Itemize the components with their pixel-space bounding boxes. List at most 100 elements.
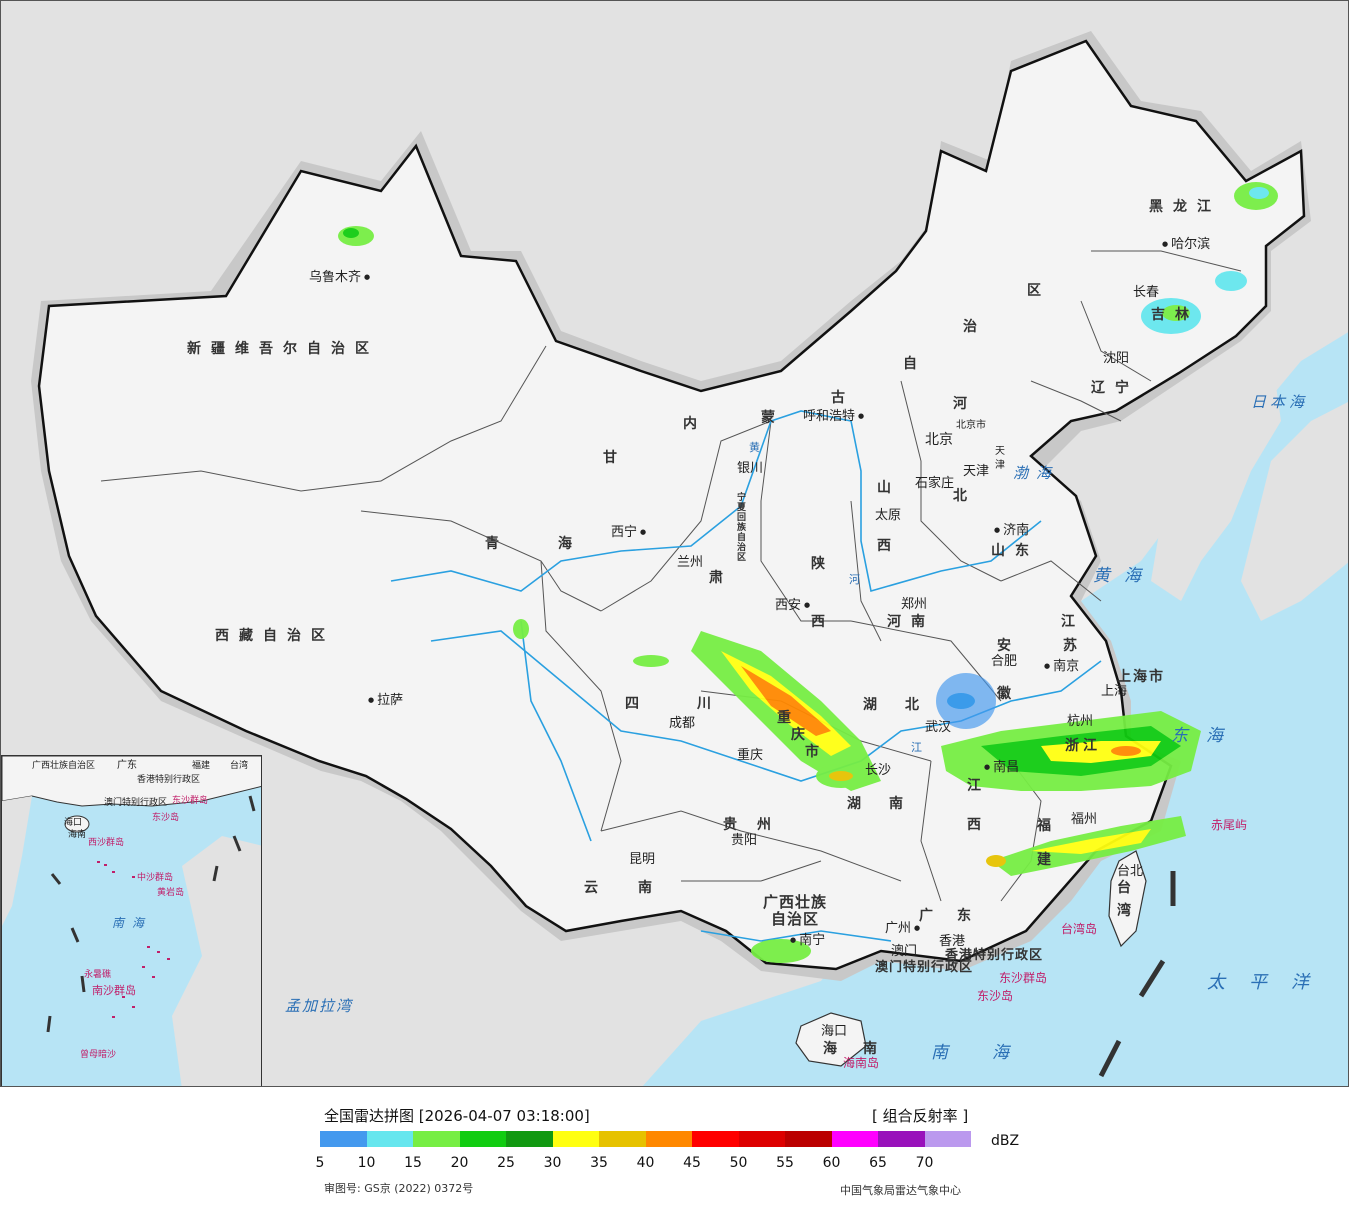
label-ningxia: 宁夏回族自治区 — [737, 493, 747, 563]
city-yinchuan: 银川 — [737, 461, 764, 476]
label-macao-sar: 澳门特别行政区 — [875, 960, 974, 975]
color-bar-segment — [645, 1131, 692, 1147]
city-chengdu: 成都 — [669, 716, 696, 731]
label-hebei-2: 北 — [953, 488, 977, 504]
city-nanchang: 南昌 — [981, 761, 1019, 776]
producer-credit: 中国气象局雷达气象中心 — [840, 1184, 961, 1197]
inset-label-xisha: 西沙群岛 — [88, 838, 125, 848]
legend-unit: dBZ — [991, 1133, 1020, 1149]
city-beijing: 北京 — [925, 432, 953, 448]
city-changsha: 长沙 — [865, 763, 892, 778]
label-hubei-2: 北 — [905, 697, 929, 713]
label-guangdong: 广东 — [919, 908, 995, 924]
city-taiyuan: 太原 — [875, 508, 902, 523]
color-bar-segment — [413, 1131, 460, 1147]
map-approval-number: 审图号: GS京 (2022) 0372号 — [324, 1182, 474, 1195]
city-harbin: 哈尔滨 — [1159, 238, 1210, 253]
city-chongqing: 重庆 — [737, 748, 764, 763]
inset-label-hk: 香港特别行政区 — [137, 775, 201, 785]
label-fujian-1: 福 — [1037, 818, 1061, 834]
sea-pacific: 太平洋 — [1207, 972, 1333, 993]
label-yunnan: 云南 — [584, 880, 692, 896]
label-chongqing-2: 庆 — [791, 727, 815, 743]
label-zhejiang: 浙江 — [1065, 738, 1101, 754]
inset-label-hainan: 海南 — [68, 830, 87, 840]
city-nanning: 南宁 — [787, 934, 825, 949]
island-chiwei: 赤尾屿 — [1211, 818, 1248, 832]
label-sichuan-2: 川 — [697, 696, 721, 712]
city-hongkong: 香港 — [939, 934, 966, 949]
label-neimeng-4: 自 — [903, 356, 927, 372]
sea-bohai: 渤海 — [1013, 464, 1060, 482]
label-jiangxi-2: 西 — [967, 817, 991, 833]
label-neimeng-1: 内 — [683, 416, 707, 432]
city-hefei: 合肥 — [991, 654, 1018, 669]
color-bar-tick-label: 30 — [543, 1155, 562, 1171]
label-gansu: 甘 — [603, 450, 627, 466]
label-tianjin-municipality: 天津 — [995, 446, 1005, 471]
color-bar-tick-label: 5 — [315, 1155, 325, 1171]
color-bar-tick-label: 35 — [590, 1155, 608, 1171]
city-macao: 澳门 — [891, 944, 918, 959]
city-lhasa: 拉萨 — [365, 694, 403, 709]
color-bar-segment — [878, 1131, 925, 1147]
color-bar-segment — [924, 1131, 971, 1147]
island-dongsha: 东沙岛 — [977, 989, 1014, 1003]
legend-title: 全国雷达拼图 [2026-04-07 03:18:00] — [324, 1107, 590, 1125]
city-shijiazhuang: 石家庄 — [915, 476, 955, 491]
label-taiwan-2: 湾 — [1117, 903, 1141, 919]
city-haikou: 海口 — [821, 1024, 848, 1039]
color-bar-tick-label: 20 — [450, 1155, 469, 1171]
south-china-sea-inset[interactable]: 广西壮族自治区 广东 福建 台湾 香港特别行政区 澳门特别行政区 东沙群岛 东沙… — [1, 755, 262, 1086]
label-heilongjiang: 黑龙江 — [1149, 199, 1221, 215]
legend-product: [ 组合反射率 ] — [872, 1107, 969, 1125]
label-neimeng-5: 治 — [963, 319, 987, 335]
city-xian: 西安 — [775, 599, 813, 614]
label-shanxi-1: 山 — [877, 480, 901, 496]
label-sichuan-1: 四 — [625, 696, 649, 712]
inset-label-haikou: 海口 — [64, 818, 83, 828]
label-hainan-2: 南 — [863, 1041, 887, 1057]
inset-label-guangdong: 广东 — [117, 760, 137, 771]
legend-panel — [0, 1087, 1349, 1208]
inset-label-zhongsha: 中沙群岛 — [137, 873, 174, 883]
inset-label-dongsha-group: 东沙群岛 — [172, 796, 209, 806]
city-jinan: 济南 — [991, 524, 1029, 539]
color-bar-tick-label: 70 — [915, 1155, 934, 1171]
label-taiwan-1: 台 — [1117, 880, 1141, 896]
color-bar-segment — [831, 1131, 878, 1147]
label-liaoning: 辽宁 — [1091, 380, 1139, 396]
label-neimeng-6: 区 — [1027, 283, 1051, 299]
city-fuzhou: 福州 — [1071, 812, 1098, 827]
city-taipei: 台北 — [1117, 864, 1144, 879]
color-bar-segment — [552, 1131, 599, 1147]
map-canvas — [1, 1, 1348, 1086]
inset-label-nansha: 南沙群岛 — [92, 984, 136, 997]
label-anhui-1: 安 — [997, 638, 1021, 654]
river-huang-2: 河 — [849, 573, 860, 586]
color-bar-segment — [738, 1131, 785, 1147]
city-kunming: 昆明 — [629, 852, 656, 867]
city-guiyang: 贵阳 — [731, 833, 758, 848]
city-zhengzhou: 郑州 — [901, 597, 928, 612]
inset-label-huangyan: 黄岩岛 — [157, 888, 185, 898]
city-urumqi: 乌鲁木齐 — [309, 271, 373, 286]
city-shenyang: 沈阳 — [1103, 351, 1130, 366]
label-shaanxi-2: 西 — [811, 614, 835, 630]
label-henan: 河南 — [887, 614, 935, 630]
label-gansu-2: 肃 — [709, 570, 733, 586]
river-jiang: 江 — [911, 741, 922, 754]
label-hunan-2: 南 — [889, 796, 913, 812]
sea-east: 东海 — [1171, 726, 1241, 746]
label-neimeng-3: 古 — [831, 390, 855, 406]
label-jiangsu-2: 苏 — [1063, 638, 1087, 654]
label-guizhou: 贵州 — [723, 817, 791, 833]
radar-echoes — [338, 182, 1278, 963]
label-hebei-1: 河 — [953, 396, 977, 412]
label-anhui-2: 徽 — [997, 686, 1021, 702]
radar-map[interactable]: 新疆维吾尔自治区 西藏自治区 青 海 甘 肃 内 蒙 古 自 治 区 黑龙江 吉… — [0, 0, 1349, 1087]
label-shanghai: 上海市 — [1117, 669, 1165, 685]
city-guangzhou: 广州 — [885, 922, 923, 937]
label-hunan-1: 湖 — [847, 796, 871, 812]
label-fujian-2: 建 — [1037, 852, 1061, 868]
